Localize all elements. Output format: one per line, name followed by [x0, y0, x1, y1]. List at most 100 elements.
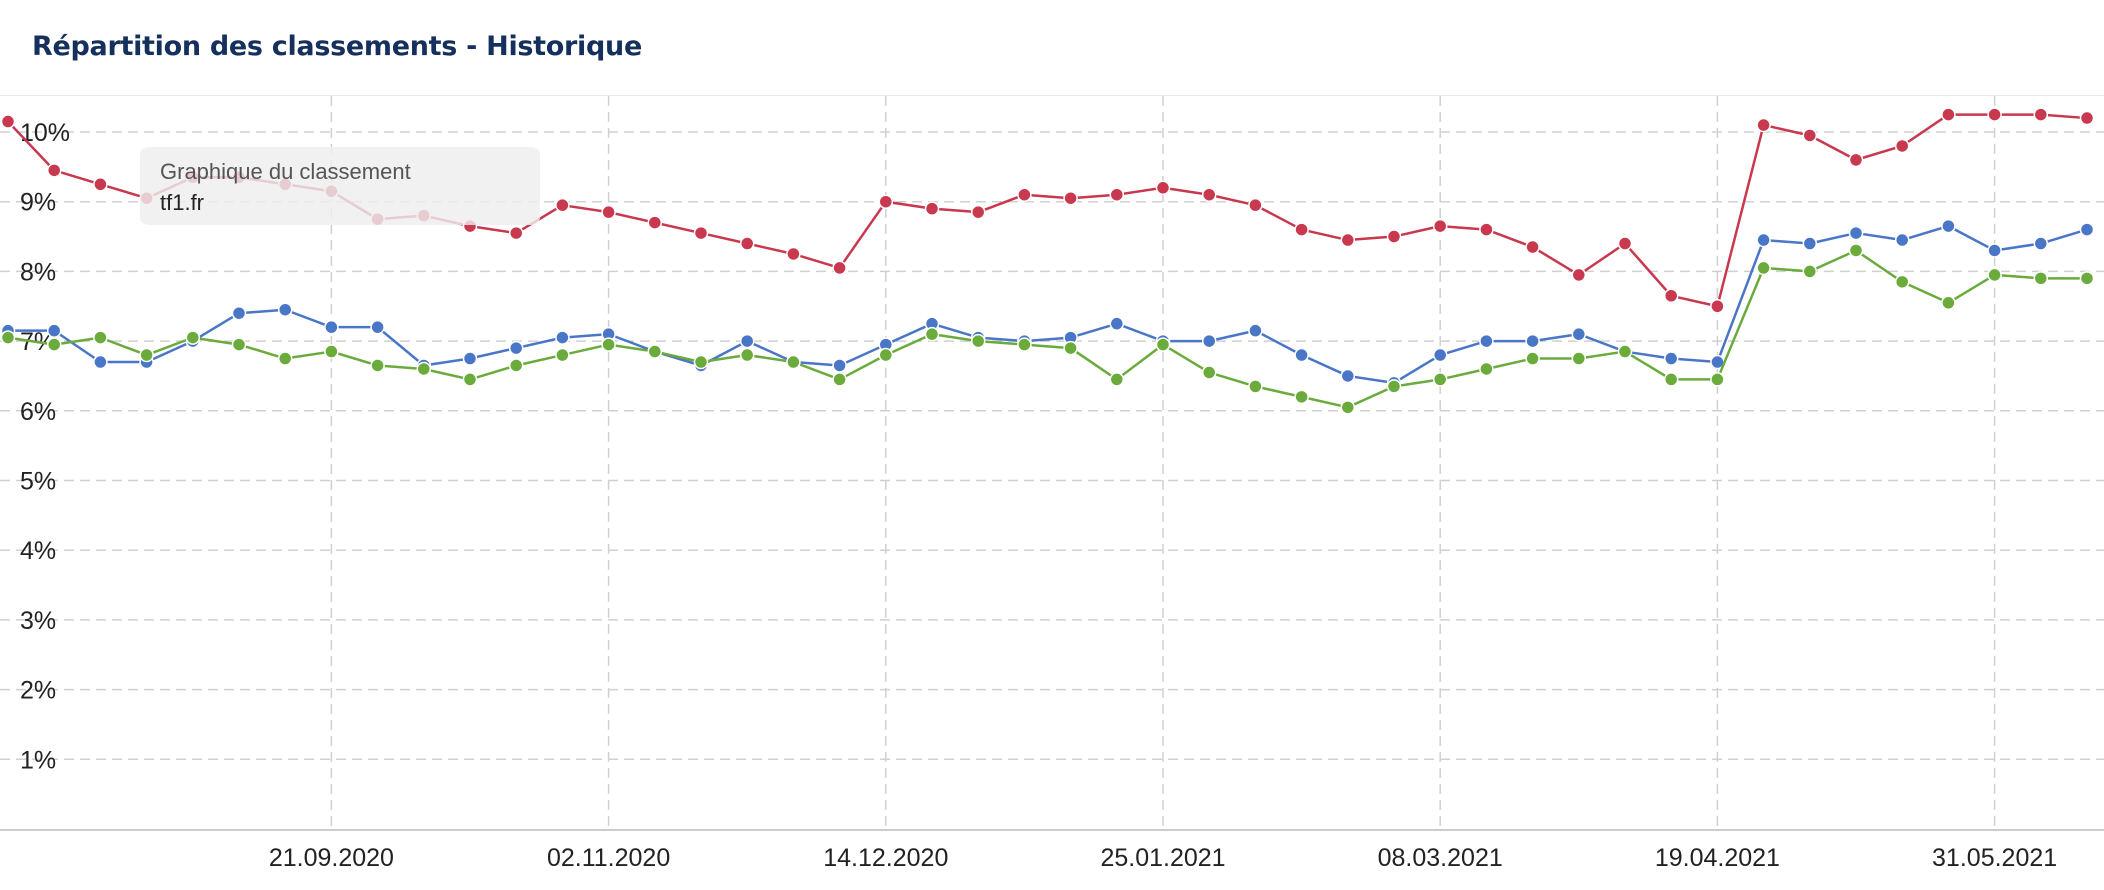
- data-point[interactable]: [1617, 344, 1633, 359]
- data-point[interactable]: [508, 340, 524, 356]
- data-point[interactable]: [1525, 351, 1540, 366]
- data-point[interactable]: [1663, 372, 1679, 387]
- series-2[interactable]: [0, 218, 2095, 391]
- data-point[interactable]: [555, 330, 570, 345]
- data-point[interactable]: [2033, 107, 2049, 122]
- data-point[interactable]: [1663, 288, 1679, 304]
- data-point[interactable]: [1294, 222, 1309, 237]
- data-point[interactable]: [139, 347, 154, 363]
- data-point[interactable]: [1987, 267, 2002, 283]
- data-point[interactable]: [2033, 236, 2049, 251]
- data-point[interactable]: [1432, 218, 1448, 234]
- data-point[interactable]: [0, 330, 16, 345]
- data-point[interactable]: [1386, 229, 1402, 244]
- data-point[interactable]: [1848, 152, 1864, 168]
- data-point[interactable]: [1017, 337, 1032, 352]
- data-point[interactable]: [878, 347, 894, 363]
- data-point[interactable]: [1201, 187, 1217, 202]
- data-point[interactable]: [416, 361, 432, 377]
- data-point[interactable]: [2033, 271, 2049, 286]
- data-point[interactable]: [1756, 232, 1771, 248]
- data-point[interactable]: [1848, 243, 1864, 258]
- data-point[interactable]: [1155, 180, 1171, 196]
- data-point[interactable]: [1941, 107, 1956, 122]
- data-point[interactable]: [1340, 400, 1356, 415]
- data-point[interactable]: [924, 326, 940, 342]
- data-point[interactable]: [878, 194, 894, 209]
- data-point[interactable]: [1571, 351, 1587, 366]
- data-point[interactable]: [1525, 333, 1540, 349]
- data-point[interactable]: [2079, 271, 2095, 286]
- data-point[interactable]: [1710, 372, 1725, 387]
- data-point[interactable]: [1941, 295, 1956, 311]
- data-point[interactable]: [462, 372, 478, 387]
- data-point[interactable]: [2079, 110, 2095, 126]
- data-point[interactable]: [185, 330, 201, 345]
- data-point[interactable]: [1063, 340, 1078, 356]
- data-point[interactable]: [739, 347, 755, 363]
- data-point[interactable]: [1802, 236, 1818, 251]
- data-point[interactable]: [555, 347, 570, 363]
- data-point[interactable]: [786, 354, 801, 370]
- data-point[interactable]: [1248, 379, 1263, 394]
- data-point[interactable]: [1987, 107, 2002, 122]
- data-point[interactable]: [1201, 365, 1217, 380]
- data-point[interactable]: [1155, 337, 1171, 352]
- data-point[interactable]: [370, 319, 385, 335]
- data-point[interactable]: [1386, 379, 1402, 394]
- data-point[interactable]: [832, 358, 847, 373]
- data-point[interactable]: [93, 330, 108, 345]
- data-point[interactable]: [924, 201, 940, 216]
- data-point[interactable]: [1663, 351, 1679, 366]
- data-point[interactable]: [693, 354, 709, 370]
- data-point[interactable]: [1479, 222, 1494, 237]
- data-point[interactable]: [277, 302, 293, 317]
- data-point[interactable]: [508, 225, 524, 241]
- data-point[interactable]: [277, 351, 293, 366]
- data-point[interactable]: [1432, 372, 1448, 387]
- data-point[interactable]: [1109, 187, 1125, 202]
- data-point[interactable]: [1802, 128, 1818, 143]
- data-point[interactable]: [1756, 260, 1771, 276]
- data-point[interactable]: [1894, 138, 1910, 154]
- data-point[interactable]: [1017, 187, 1032, 202]
- data-point[interactable]: [832, 260, 847, 276]
- data-point[interactable]: [1294, 389, 1309, 405]
- data-point[interactable]: [46, 323, 62, 338]
- ranking-history-chart[interactable]: 1%2%3%4%5%6%7%8%9%10% 21.09.2020 02.11.20…: [0, 96, 2104, 890]
- data-point[interactable]: [1756, 117, 1771, 133]
- data-point[interactable]: [786, 246, 801, 262]
- data-point[interactable]: [0, 114, 16, 129]
- data-point[interactable]: [832, 372, 847, 387]
- data-point[interactable]: [370, 358, 385, 373]
- data-point[interactable]: [46, 163, 62, 178]
- data-point[interactable]: [324, 344, 339, 359]
- data-point[interactable]: [324, 319, 339, 335]
- data-point[interactable]: [1109, 316, 1125, 331]
- data-point[interactable]: [647, 344, 663, 359]
- data-point[interactable]: [739, 236, 755, 251]
- data-point[interactable]: [647, 215, 663, 230]
- data-point[interactable]: [462, 351, 478, 366]
- data-point[interactable]: [1248, 197, 1263, 213]
- data-point[interactable]: [93, 354, 108, 370]
- data-point[interactable]: [508, 358, 524, 373]
- data-point[interactable]: [1479, 361, 1494, 377]
- data-point[interactable]: [601, 337, 616, 352]
- data-point[interactable]: [1987, 243, 2002, 258]
- series-3[interactable]: [0, 243, 2095, 415]
- data-point[interactable]: [1571, 267, 1587, 283]
- data-point[interactable]: [1710, 299, 1725, 314]
- data-point[interactable]: [1894, 274, 1910, 290]
- data-point[interactable]: [970, 333, 986, 349]
- data-point[interactable]: [1109, 372, 1125, 387]
- data-point[interactable]: [1294, 347, 1309, 363]
- data-point[interactable]: [93, 177, 108, 192]
- data-point[interactable]: [1848, 225, 1864, 241]
- data-point[interactable]: [1802, 264, 1818, 279]
- data-point[interactable]: [970, 204, 986, 220]
- data-point[interactable]: [1479, 333, 1494, 349]
- data-point[interactable]: [1248, 323, 1263, 338]
- data-point[interactable]: [2079, 222, 2095, 237]
- data-point[interactable]: [231, 305, 247, 321]
